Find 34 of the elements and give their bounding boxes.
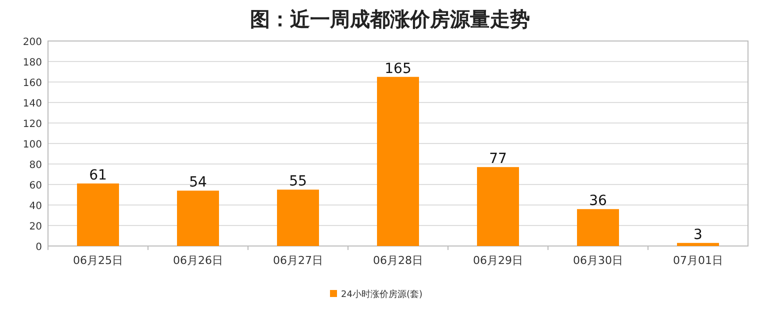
y-tick-label: 0 bbox=[36, 242, 42, 253]
legend-label: 24小时涨价房源(套) bbox=[341, 289, 422, 300]
x-tick-label: 06月27日 bbox=[273, 254, 323, 267]
y-tick-label: 80 bbox=[29, 160, 42, 171]
bar bbox=[377, 76, 419, 246]
bar bbox=[177, 190, 219, 246]
x-tick-label: 06月29日 bbox=[473, 254, 523, 267]
data-label: 61 bbox=[89, 167, 107, 184]
y-tick-label: 140 bbox=[22, 98, 42, 110]
chart-title: 图：近一周成都涨价房源量走势 bbox=[250, 7, 530, 31]
data-label: 165 bbox=[384, 60, 412, 77]
bar bbox=[677, 242, 719, 246]
x-tick-label: 07月01日 bbox=[673, 254, 723, 267]
bar bbox=[277, 190, 319, 246]
y-tick-label: 40 bbox=[29, 201, 42, 212]
y-tick-label: 200 bbox=[22, 37, 42, 48]
data-label: 55 bbox=[289, 174, 307, 190]
y-tick-label: 180 bbox=[22, 58, 42, 68]
y-tick-label: 60 bbox=[29, 180, 42, 192]
bar bbox=[477, 167, 519, 246]
x-tick-label: 06月25日 bbox=[73, 254, 123, 267]
data-label: 77 bbox=[489, 151, 507, 168]
x-tick-label: 06月26日 bbox=[173, 254, 223, 267]
data-label: 3 bbox=[694, 226, 702, 243]
x-tick-label: 06月30日 bbox=[573, 254, 623, 267]
bar bbox=[77, 183, 119, 246]
data-label: 54 bbox=[189, 174, 207, 191]
data-label: 36 bbox=[589, 193, 607, 210]
x-tick-label: 06月28日 bbox=[373, 254, 423, 267]
y-tick-label: 100 bbox=[22, 140, 42, 150]
bar bbox=[577, 209, 619, 246]
y-tick-label: 120 bbox=[22, 119, 42, 130]
y-tick-label: 160 bbox=[22, 78, 42, 89]
y-tick-label: 20 bbox=[29, 222, 42, 232]
